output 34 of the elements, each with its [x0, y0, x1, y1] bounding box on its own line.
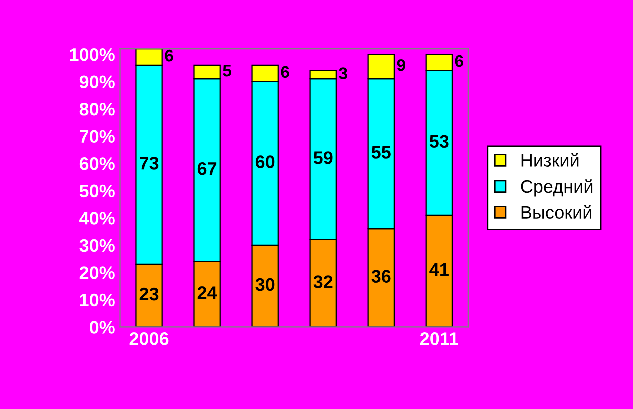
- data-label: 24: [198, 286, 218, 300]
- data-label: 6: [165, 50, 174, 62]
- y-tick-label: 100%: [70, 48, 115, 62]
- y-tick-label: 0%: [90, 321, 115, 334]
- data-label: 32: [314, 276, 333, 288]
- y-tick-label: 30%: [80, 239, 115, 252]
- y-tick-label: 90%: [80, 76, 115, 89]
- data-label: 36: [372, 270, 391, 283]
- legend-label: Низкий: [522, 153, 579, 167]
- data-label: 3: [339, 68, 348, 80]
- y-tick-label: 60%: [80, 158, 115, 170]
- y-tick-label: 70%: [80, 130, 115, 144]
- data-label: 53: [430, 135, 449, 148]
- y-tick-label: 20%: [80, 266, 115, 280]
- x-tick-label: 2011: [420, 332, 458, 346]
- data-label: 6: [281, 66, 290, 78]
- legend-label: Высокий: [522, 205, 592, 220]
- y-tick-label: 50%: [80, 184, 115, 198]
- data-label: 9: [397, 59, 406, 72]
- data-label: 59: [314, 152, 333, 164]
- data-label: 30: [256, 278, 275, 292]
- legend-label: Средний: [521, 180, 593, 197]
- data-label: 73: [140, 157, 159, 170]
- y-tick-label: 80%: [80, 103, 115, 116]
- data-label: 23: [140, 288, 159, 301]
- data-label: 6: [455, 55, 464, 68]
- y-tick-label: 10%: [80, 294, 115, 307]
- y-tick-label: 40%: [80, 212, 115, 225]
- x-tick-label: 2006: [130, 332, 169, 346]
- data-label: 41: [430, 264, 449, 276]
- data-label: 67: [198, 162, 217, 176]
- data-label: 5: [223, 65, 232, 77]
- data-label: 60: [256, 156, 275, 168]
- data-label: 55: [372, 146, 391, 159]
